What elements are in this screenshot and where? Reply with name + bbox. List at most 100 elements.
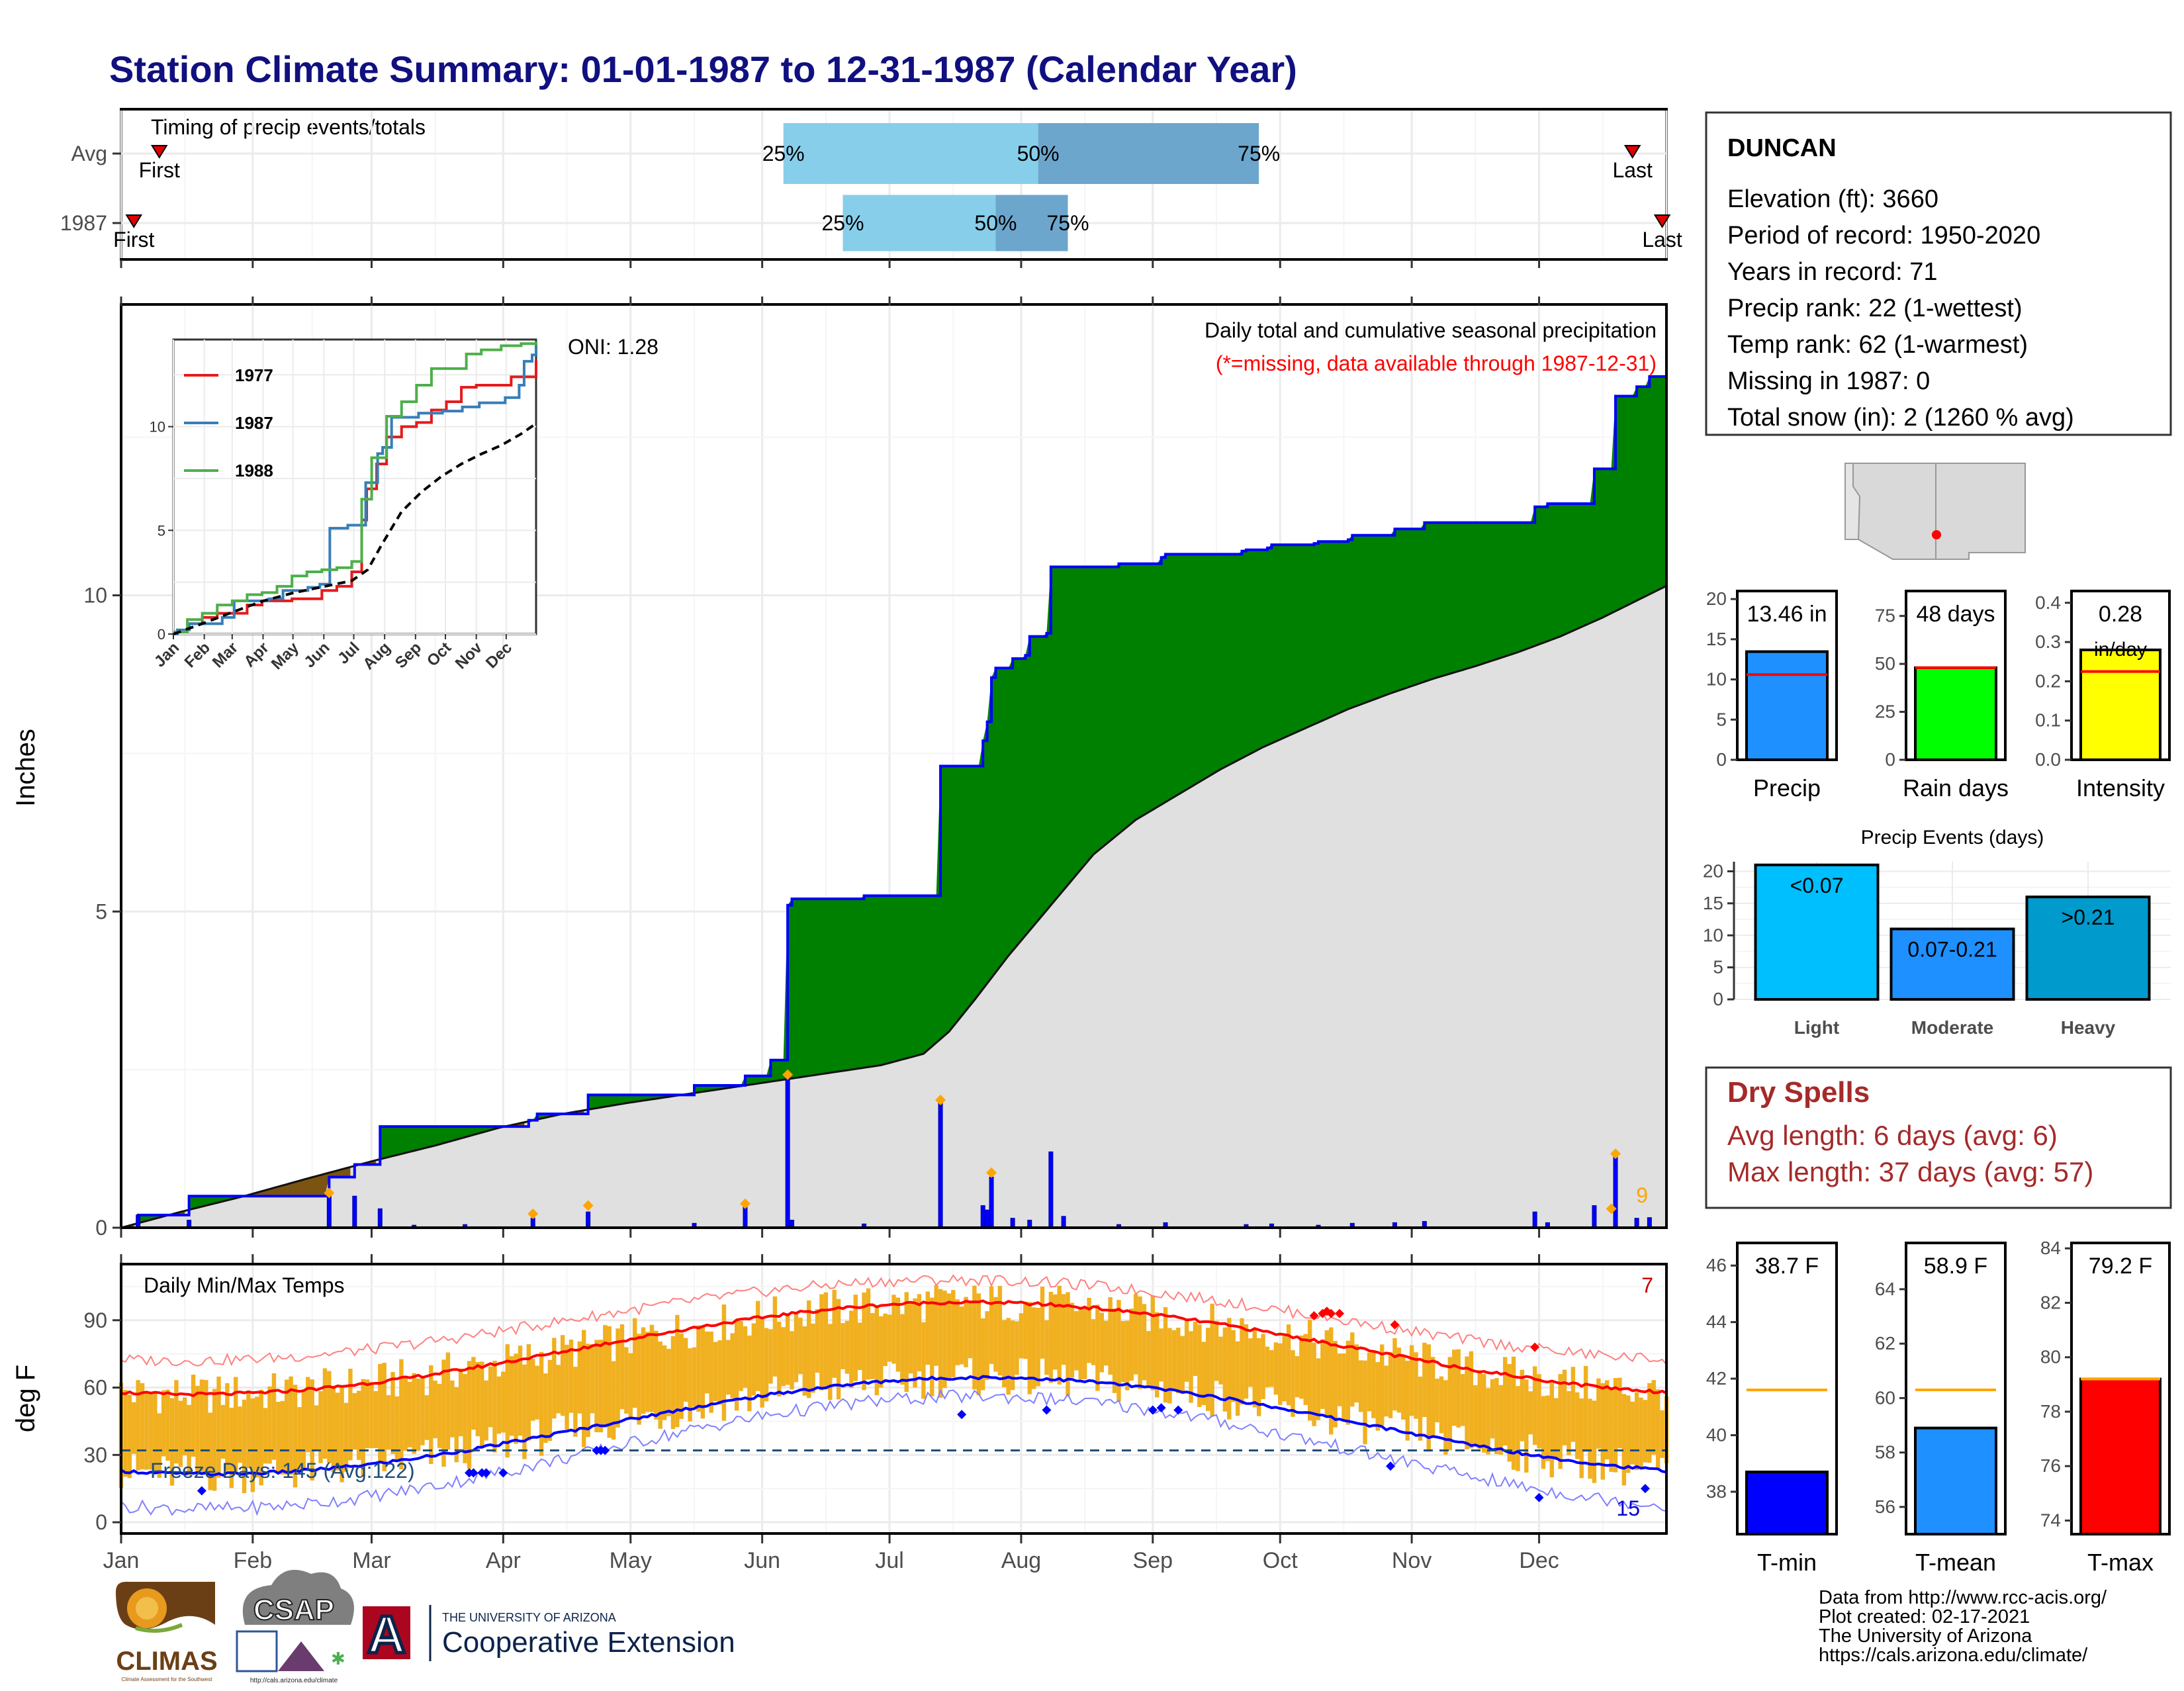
- timing-y-labels: Avg 1987: [60, 142, 1541, 268]
- daily-temp-bar: [921, 1322, 926, 1399]
- daily-temp-bar: [862, 1292, 866, 1391]
- daily-temp-bar: [794, 1312, 799, 1383]
- daily-temp-bar: [531, 1359, 535, 1421]
- small-chart-category-label: T-min: [1757, 1549, 1817, 1576]
- daily-temp-bar: [280, 1400, 285, 1475]
- daily-precip-bar: [1010, 1218, 1015, 1228]
- precip-max-markers: [324, 1069, 1621, 1219]
- daily-temp-bar: [1337, 1353, 1342, 1406]
- daily-temp-bar: [951, 1290, 956, 1378]
- daily-temp-bar: [1125, 1320, 1130, 1391]
- daily-temp-bar: [518, 1346, 523, 1436]
- daily-temp-bar: [1010, 1320, 1015, 1391]
- daily-temp-bar: [199, 1379, 205, 1473]
- daily-temp-bar: [874, 1306, 880, 1396]
- timing-q50-label: 50%: [974, 211, 1017, 235]
- inset-frame: [172, 338, 537, 635]
- daily-temp-bar: [772, 1296, 778, 1377]
- precip-y-tick-label: 5: [95, 899, 107, 923]
- small-chart-y-tick-label: 42: [1706, 1368, 1727, 1389]
- timing-panel: Timing of precip events/totals 25% 50% 75%…: [60, 108, 1682, 268]
- daily-temp-bar: [1375, 1361, 1380, 1431]
- csap-logo-text: CSAP: [253, 1594, 334, 1626]
- daily-temp-bar: [1465, 1356, 1469, 1449]
- daily-temp-bar: [624, 1347, 629, 1414]
- ua-cooperative-extension-logo: A THE UNIVERSITY OF ARIZONA Cooperative …: [363, 1604, 735, 1666]
- daily-temp-bar: [1405, 1360, 1410, 1441]
- avg-cumulative-line: [120, 584, 1667, 1229]
- small-chart-y-tick-label: 40: [1706, 1424, 1727, 1445]
- daily-temp-bar: [1316, 1358, 1321, 1420]
- daily-temp-bar: [760, 1318, 764, 1408]
- daily-temp-bar: [153, 1393, 158, 1471]
- inset-legend-label: 1977: [235, 365, 273, 385]
- precip-total-chart: 0 5 10 15 20 13.46 in Precip: [1706, 588, 1838, 801]
- daily-temp-bar: [577, 1341, 582, 1414]
- daily-temp-bar: [743, 1326, 748, 1388]
- small-chart-category-label: T-mean: [1915, 1549, 1996, 1576]
- timing-q75-label: 75%: [1238, 142, 1280, 165]
- daily-temp-bar: [1061, 1294, 1066, 1365]
- temp-y-tick-label: 30: [83, 1443, 107, 1467]
- daily-temp-bar: [1150, 1295, 1156, 1391]
- daily-temp-bar: [726, 1340, 731, 1395]
- above-average-area: [694, 376, 1666, 1093]
- daily-temp-bar: [603, 1325, 608, 1428]
- daily-temp-bar: [1520, 1369, 1525, 1441]
- daily-temp-bar: [1414, 1352, 1418, 1419]
- daily-temp-bar: [705, 1331, 709, 1394]
- daily-temp-bar: [997, 1285, 1003, 1376]
- month-label: Dec: [1519, 1548, 1559, 1573]
- small-chart-y-tick-label: 44: [1706, 1312, 1727, 1332]
- daily-temp-bar: [123, 1390, 128, 1477]
- timing-q25-label: 25%: [821, 211, 864, 235]
- small-chart-y-tick-label: 20: [1706, 588, 1727, 609]
- small-chart-value-unit: in/day: [2094, 639, 2147, 661]
- daily-temp-bar: [1396, 1348, 1402, 1413]
- record-low-marker: [469, 1468, 478, 1478]
- station-detail-line: Period of record: 1950-2020: [1727, 222, 2040, 250]
- daily-temp-bar: [942, 1291, 947, 1389]
- precip-y-tick-label: 0: [95, 1216, 107, 1240]
- daily-temp-bar: [183, 1397, 187, 1455]
- daily-temp-bar: [276, 1401, 281, 1474]
- daily-temp-bar: [454, 1387, 459, 1463]
- small-chart-y-tick-label: 0.4: [2035, 592, 2061, 613]
- daily-temp-bar: [1044, 1320, 1049, 1375]
- daily-temp-bar: [229, 1407, 234, 1488]
- daily-temp-bar: [1630, 1401, 1635, 1465]
- month-label: Feb: [234, 1548, 273, 1573]
- small-chart-y-tick-label: 46: [1706, 1255, 1727, 1275]
- record-high-marker: [1335, 1308, 1345, 1318]
- daily-temp-bar: [1303, 1334, 1308, 1405]
- small-chart-value-label: 13.46 in: [1747, 602, 1827, 627]
- temp-y-axis: 0 30 60 90: [83, 1308, 121, 1534]
- daily-temp-bar: [306, 1377, 310, 1453]
- daily-temp-bar: [968, 1302, 973, 1359]
- daily-precip-bar: [785, 1075, 790, 1228]
- month-label: Apr: [486, 1548, 521, 1573]
- month-axis: Jan Feb Mar Apr May Jun Jul Aug Sep Oct Nov Dec: [103, 1254, 1559, 1573]
- daily-temp-bar: [1562, 1369, 1567, 1445]
- daily-temp-bar: [883, 1313, 887, 1367]
- daily-temp-bar: [895, 1297, 901, 1372]
- events-bar: [2025, 895, 2151, 1001]
- record-low-marker: [1386, 1461, 1396, 1471]
- events-bar: [1754, 863, 1880, 1001]
- daily-temp-bar: [441, 1359, 446, 1467]
- small-chart-y-tick-label: 25: [1875, 702, 1895, 722]
- daily-temp-bar: [734, 1320, 739, 1411]
- small-chart-category-label: Rain days: [1903, 774, 2009, 801]
- daily-precip-bar: [1592, 1205, 1597, 1228]
- daily-temp-bar: [1235, 1341, 1240, 1416]
- daily-temp-bar: [509, 1356, 514, 1436]
- dry-spells-max: Max length: 37 days (avg: 57): [1727, 1156, 2093, 1187]
- daily-temp-bar: [1643, 1400, 1648, 1463]
- daily-temp-bar: [1312, 1342, 1316, 1426]
- daily-temp-bar: [1261, 1334, 1265, 1399]
- daily-temp-bar: [331, 1387, 336, 1473]
- record-low-marker: [1640, 1484, 1650, 1494]
- daily-temp-bar: [717, 1340, 722, 1405]
- footer-credit-line: Plot created: 02-17-2021: [1819, 1606, 2030, 1627]
- daily-temp-bar: [238, 1406, 242, 1463]
